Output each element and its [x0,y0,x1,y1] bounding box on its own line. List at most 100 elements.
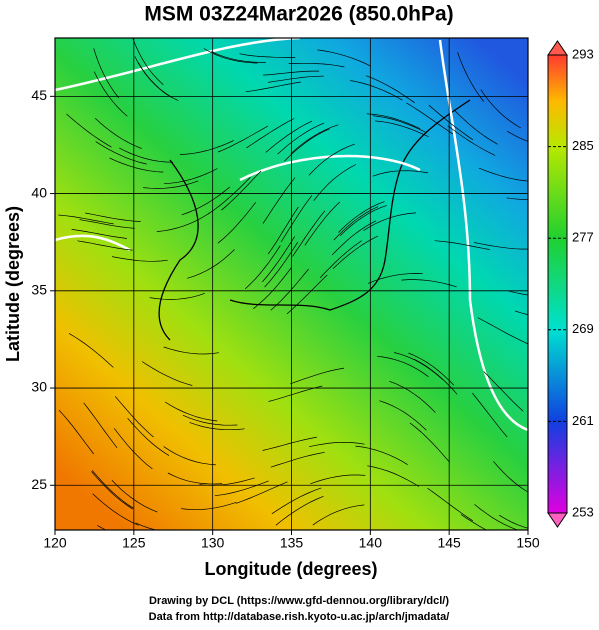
streamline [262,236,295,283]
streamline [93,71,128,117]
y-tick-label: 35 [31,282,47,298]
streamline [477,317,528,345]
y-axis-label: Latitude (degrees) [3,206,23,362]
streamline [95,141,147,165]
streamline [265,120,313,153]
streamline [181,186,231,216]
streamline [333,206,379,241]
streamline [211,51,266,63]
streamline [214,480,269,497]
streamline [408,352,455,386]
x-tick-label: 130 [201,535,225,551]
streamline [156,213,210,232]
streamline [312,504,365,526]
streamline [264,241,299,288]
streamline [284,128,330,162]
streamline [58,214,114,225]
x-tick-label: 145 [437,535,461,551]
streamline [350,80,403,101]
streamline [389,380,436,413]
streamline [83,402,118,449]
x-tick-label: 125 [122,535,146,551]
colorbar-top-arrow [547,40,568,56]
streamline [267,206,299,255]
streamline [457,52,484,102]
streamline [428,104,474,141]
streamline [480,89,521,129]
streamline [244,245,281,290]
streamline [91,471,133,510]
streamline [304,201,341,246]
streamline [372,115,427,133]
streamline [290,124,339,154]
map-field [55,38,528,530]
streamline [221,170,262,211]
streamline [77,240,133,251]
streamline [135,522,158,530]
streamline [508,290,528,296]
x-axis-label: Longitude (degrees) [204,559,377,579]
title: MSM 03Z24Mar2026 (850.0hPa) [144,3,453,26]
streamline [218,125,268,153]
streamline [253,267,292,310]
streamline [375,120,429,138]
streamline [406,102,454,135]
streamline [288,62,345,68]
streamline [427,487,473,522]
streamline [366,113,421,130]
streamline [447,125,496,156]
streamline [317,49,371,67]
colorbar-bottom-arrow [547,512,568,528]
streamline [132,38,164,85]
streamline [93,48,120,99]
streamline [134,56,172,98]
streamline [453,109,498,145]
streamline [474,242,528,250]
streamline [143,180,199,189]
streamline [239,53,296,58]
streamline [310,474,366,485]
colorbar [547,54,568,514]
streamline [181,501,237,511]
streamline [339,205,387,236]
streamline [355,445,408,466]
streamline [179,140,234,155]
y-tick-label: 40 [31,184,47,200]
streamline [472,392,508,438]
isotherm [55,38,528,432]
streamline [372,170,429,177]
streamline [163,446,216,466]
streamline [331,220,377,256]
streamline [109,157,164,173]
streamline [79,219,135,229]
streamline [94,118,142,149]
streamline [280,195,313,243]
streamline [394,352,443,380]
x-tick-label: 150 [516,535,540,551]
streamline [499,514,528,529]
streamline [85,212,141,222]
streamline [271,487,322,515]
x-tick-label: 120 [43,535,67,551]
streamline [270,451,325,468]
colorbar-tick-label: 269 [572,321,594,336]
streamline [71,229,127,239]
colorbar-tick-label: 285 [572,138,594,153]
streamline [367,273,423,284]
streamline [367,465,420,487]
streamline [149,292,205,300]
streamline [113,428,153,470]
streamline [292,210,326,257]
streamline [514,310,528,316]
streamline [319,240,363,278]
streamline [262,177,296,224]
streamline [164,401,218,422]
streamline [163,168,218,185]
streamline [267,75,324,83]
x-tick-label: 140 [359,535,383,551]
streamline [474,504,519,530]
streamline [262,436,317,451]
streamline [119,147,174,163]
streamline [203,48,258,64]
